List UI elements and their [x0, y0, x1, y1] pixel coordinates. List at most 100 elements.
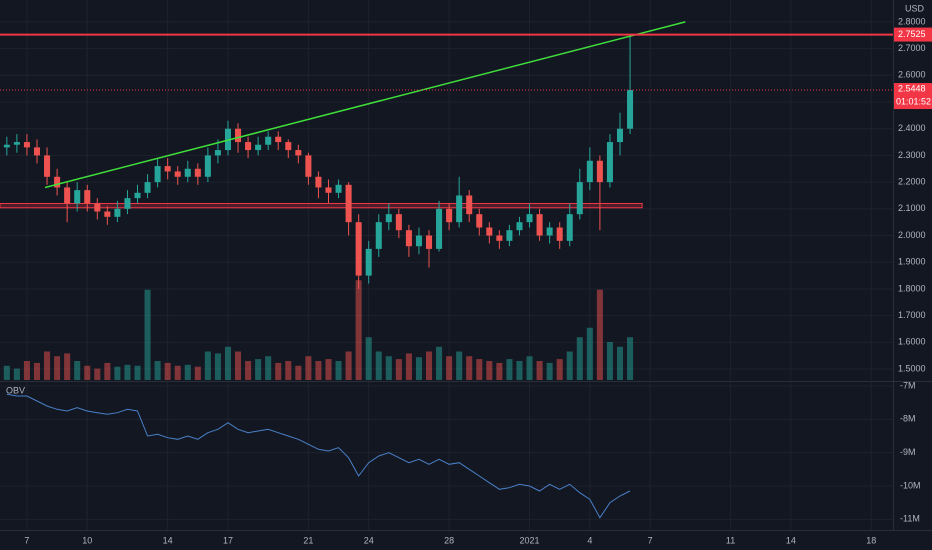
obv-tick-label: -8M	[900, 414, 916, 424]
trendline	[44, 21, 686, 189]
countdown-label: 01:01:52	[896, 96, 931, 106]
volume-bar	[375, 351, 382, 380]
volume-bar	[546, 362, 553, 380]
candle-body	[415, 235, 422, 247]
volume-bar	[174, 365, 181, 380]
candle-body	[255, 144, 262, 151]
y-tick-label: 1.5000	[898, 363, 926, 373]
candle-body	[275, 136, 282, 143]
candle-body	[315, 176, 322, 188]
x-tick-label: 24	[364, 535, 374, 545]
candle-body	[606, 142, 613, 183]
candle-body	[305, 155, 312, 177]
candle-body	[596, 160, 603, 183]
candle-body	[486, 227, 493, 236]
volume-bar	[124, 364, 131, 380]
x-tick-label: 11	[726, 535, 735, 545]
support-zone	[0, 202, 643, 209]
volume-bar	[104, 362, 111, 380]
volume-bar	[275, 362, 282, 380]
volume-bar	[305, 356, 312, 380]
volume-bar	[3, 365, 10, 380]
candle-body	[3, 144, 10, 148]
x-tick-label: 7	[24, 535, 29, 545]
volume-bar	[335, 361, 342, 380]
volume-bar	[13, 368, 20, 380]
last-price-label-bg	[894, 83, 932, 110]
volume-bar	[235, 351, 242, 380]
volume-bar	[184, 364, 191, 380]
candle-body	[536, 214, 543, 236]
obv-tick-label: -11M	[900, 514, 920, 524]
candle-body	[64, 187, 71, 204]
x-tick-label: 28	[444, 535, 454, 545]
volume-bar	[506, 359, 513, 380]
candle-body	[44, 155, 51, 177]
volume-bar	[456, 351, 463, 380]
volume-bar	[194, 366, 201, 380]
volume-bar	[596, 289, 603, 380]
volume-bar	[345, 351, 352, 380]
candle-body	[566, 214, 573, 241]
candle-body	[395, 214, 402, 231]
volume-bar	[355, 280, 362, 380]
candle-body	[114, 208, 121, 217]
volume-bar	[214, 353, 221, 380]
volume-bar	[566, 351, 573, 380]
volume-bar	[224, 346, 231, 380]
candle-body	[425, 235, 433, 249]
volume-bar	[466, 356, 473, 380]
candle-body	[265, 136, 272, 145]
volume-bar	[516, 361, 523, 380]
candle-body	[84, 190, 91, 204]
x-tick-label: 17	[223, 535, 233, 545]
volume-bar	[436, 346, 443, 380]
obv-tick-label: -10M	[900, 480, 921, 490]
x-tick-label: 14	[786, 535, 796, 545]
candle-body	[385, 214, 392, 223]
volume-bar	[486, 361, 493, 380]
volume-bar	[265, 356, 272, 380]
candle-body	[194, 168, 201, 177]
candle-body	[184, 168, 191, 177]
candle-body	[456, 195, 463, 223]
volume-bar	[405, 353, 412, 380]
candle-body	[214, 150, 221, 156]
volume-bar	[74, 361, 81, 380]
candle-body	[446, 208, 453, 223]
y-tick-label: 2.4000	[898, 123, 926, 133]
candle-body	[285, 142, 292, 151]
candle-body	[496, 235, 503, 241]
obv-tick-label: -7M	[900, 380, 916, 390]
candle-body	[365, 248, 372, 276]
volume-bar	[365, 337, 372, 380]
volume-bar	[114, 366, 121, 380]
y-tick-label: 1.7000	[898, 310, 926, 320]
volume-bar	[627, 337, 634, 380]
candle-body	[576, 182, 583, 215]
volume-bar	[44, 351, 51, 380]
x-tick-label: 18	[866, 535, 876, 545]
volume-bar	[33, 362, 41, 380]
volume-bar	[295, 365, 302, 380]
y-tick-label: 2.6000	[898, 70, 926, 80]
volume-bar	[325, 359, 332, 380]
candle-body	[174, 171, 181, 177]
candle-body	[144, 182, 151, 193]
candle-body	[204, 155, 211, 177]
volume-bar	[204, 351, 211, 380]
candle-body	[54, 176, 61, 188]
volume-bar	[134, 365, 141, 380]
candle-body	[235, 128, 242, 143]
candle-body	[375, 222, 382, 249]
x-tick-label: 2021	[520, 535, 540, 545]
volume-bar	[606, 342, 613, 380]
y-tick-label: 2.0000	[898, 230, 926, 240]
y-tick-label: 2.3000	[898, 150, 926, 160]
volume-bar	[496, 362, 503, 380]
volume-bar	[616, 346, 624, 380]
volume-bar	[395, 359, 402, 380]
last-price-label: 2.5448	[898, 83, 926, 93]
y-tick-label: 1.6000	[898, 337, 926, 347]
